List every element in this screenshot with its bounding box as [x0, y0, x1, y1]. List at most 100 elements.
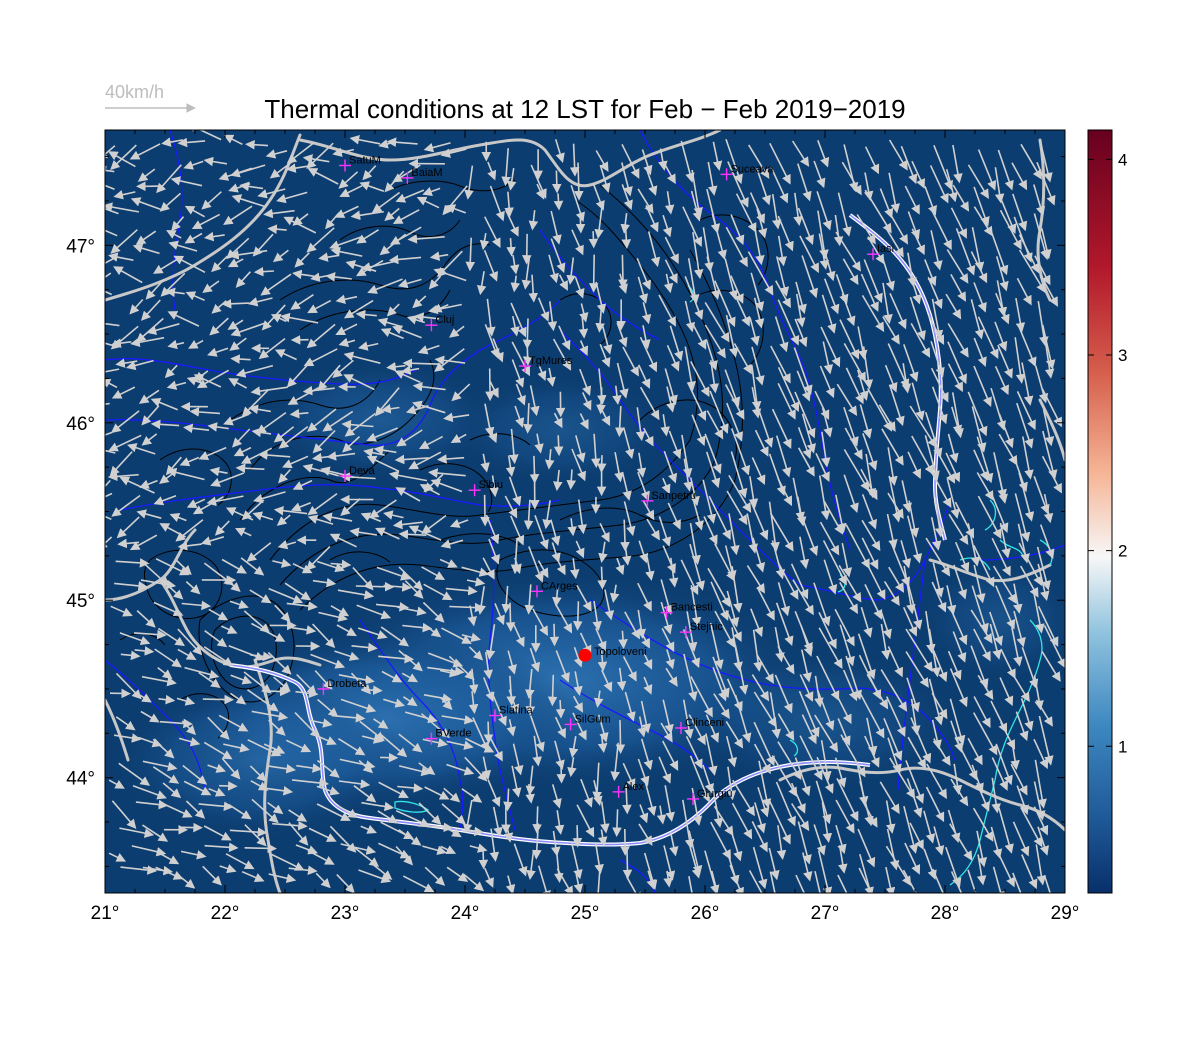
wind-arrow — [428, 468, 466, 478]
wind-arrow — [241, 389, 270, 417]
wind-arrow — [775, 280, 791, 309]
wind-arrow — [207, 347, 229, 357]
wind-arrow — [725, 609, 742, 642]
wind-arrow — [794, 391, 816, 439]
wind-arrow — [839, 624, 855, 667]
wind-arrow — [598, 541, 608, 563]
wind-arrow — [249, 589, 272, 604]
wind-arrow — [105, 492, 113, 498]
wind-arrow — [267, 224, 287, 234]
wind-arrow — [186, 498, 206, 508]
wind-arrow — [276, 514, 291, 526]
wind-arrow — [860, 468, 878, 501]
wind-arrow — [184, 232, 203, 244]
wind-arrow — [777, 235, 787, 267]
wind-arrow — [200, 536, 225, 546]
wind-arrow — [684, 346, 697, 392]
wind-arrow — [889, 292, 907, 330]
wind-arrow — [660, 579, 674, 615]
wind-arrow — [860, 606, 873, 638]
wind-arrow — [1018, 249, 1046, 293]
wind-arrow — [554, 139, 565, 163]
wind-arrow — [637, 582, 652, 612]
wind-arrow — [342, 436, 361, 453]
wind-arrow — [114, 581, 148, 591]
wind-arrow — [595, 627, 607, 652]
wind-arrow — [934, 446, 956, 484]
wind-arrow — [334, 205, 359, 218]
wind-arrow — [302, 154, 330, 164]
wind-arrow — [615, 720, 626, 754]
x-tick-label: 29° — [1051, 903, 1080, 924]
map-title: Thermal conditions at 12 LST for Feb − F… — [264, 94, 905, 124]
wind-arrow — [488, 538, 500, 565]
wind-arrow — [622, 846, 633, 880]
wind-arrow — [800, 625, 813, 657]
wind-arrow — [392, 519, 423, 530]
wind-arrow — [623, 501, 636, 537]
wind-arrow — [289, 625, 317, 635]
wind-arrow — [108, 252, 134, 262]
wind-arrow — [932, 562, 944, 598]
wind-arrow — [889, 213, 909, 245]
wind-arrow — [954, 541, 970, 573]
wind-arrow — [322, 512, 353, 523]
wind-arrow — [904, 185, 920, 215]
wind-arrow — [221, 558, 248, 574]
wind-arrow — [796, 496, 807, 527]
wind-arrow — [547, 301, 558, 332]
wind-arrow — [947, 323, 969, 358]
wind-arrow — [113, 190, 136, 200]
wind-arrow — [343, 299, 374, 319]
wind-arrow — [108, 151, 136, 168]
wind-arrow — [198, 446, 227, 461]
wind-arrow — [887, 447, 898, 487]
wind-arrow — [862, 346, 874, 390]
wind-arrow — [193, 374, 222, 388]
wind-arrow — [461, 566, 490, 577]
wind-arrow — [925, 537, 951, 577]
wind-arrow — [278, 425, 309, 449]
wind-arrow — [136, 509, 162, 519]
wind-arrow — [108, 434, 142, 452]
wind-arrow — [251, 622, 286, 642]
wind-arrow — [999, 522, 1011, 559]
wind-arrow — [105, 378, 118, 389]
wind-arrow — [532, 608, 549, 637]
wind-arrow — [704, 301, 730, 343]
wind-arrow — [169, 513, 187, 522]
wind-arrow — [332, 147, 355, 157]
wind-arrow — [302, 385, 335, 396]
wind-arrow — [908, 500, 920, 538]
wind-arrow — [306, 227, 335, 253]
wind-arrow — [428, 275, 442, 290]
wind-arrow — [388, 470, 428, 482]
wind-arrow — [728, 474, 752, 513]
wind-arrow — [927, 276, 943, 310]
wind-arrow — [991, 537, 1011, 577]
wind-arrow — [990, 387, 1007, 431]
wind-arrow — [924, 435, 940, 481]
wind-arrow — [188, 339, 204, 349]
wind-arrow — [967, 164, 989, 199]
wind-arrow — [397, 606, 427, 616]
wind-arrow — [683, 458, 693, 492]
wind-arrow — [294, 252, 310, 268]
wind-arrow — [247, 297, 273, 307]
wind-arrow — [201, 191, 222, 210]
wind-arrow — [227, 319, 244, 330]
wind-arrow — [730, 275, 744, 304]
wind-arrow — [558, 274, 568, 291]
wind-arrow — [129, 298, 144, 315]
wind-arrow — [171, 216, 185, 232]
wind-arrow — [230, 164, 266, 178]
wind-arrow — [952, 144, 963, 184]
wind-arrow — [202, 280, 220, 293]
wind-arrow — [901, 363, 912, 394]
wind-arrow — [1015, 297, 1026, 333]
wind-arrow — [221, 299, 250, 309]
wind-arrow — [929, 165, 949, 204]
wind-arrow — [639, 386, 660, 421]
x-tick-label: 23° — [331, 903, 360, 924]
wind-arrow — [343, 351, 381, 364]
